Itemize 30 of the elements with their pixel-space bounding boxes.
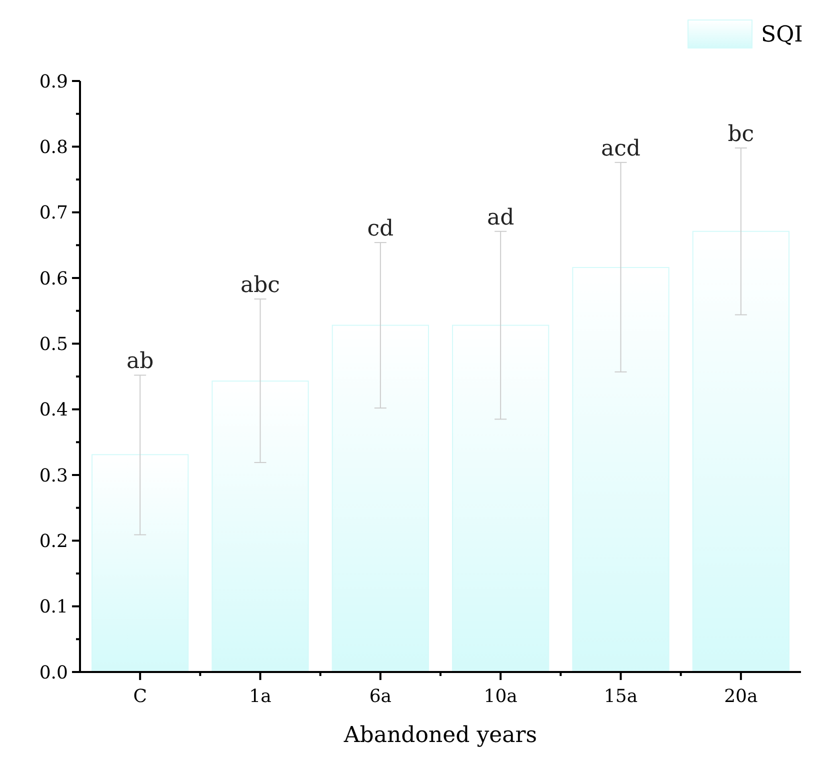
- x-tick-label: 6a: [369, 686, 392, 707]
- bar: [692, 230, 790, 672]
- annotation: abc: [240, 273, 280, 298]
- y-tick-label: 0.8: [39, 136, 68, 158]
- y-tick-label: 0.1: [39, 596, 68, 618]
- y-tick-label: 0.9: [39, 71, 68, 92]
- x-tick-label: C: [133, 686, 147, 707]
- annotation: ab: [126, 349, 154, 374]
- y-tick-label: 0.4: [39, 400, 68, 421]
- bar: [92, 454, 189, 672]
- x-tick-label: 20a: [724, 686, 758, 707]
- y-tick-label: 0.7: [39, 202, 68, 224]
- y-tick-label: 0.3: [39, 465, 68, 486]
- legend-label: SQI: [761, 22, 803, 48]
- bar: [212, 380, 309, 672]
- x-axis-title: Abandoned years: [342, 723, 538, 748]
- y-tick-label: 0.0: [39, 662, 68, 684]
- bar: [332, 324, 429, 672]
- annotation: acd: [600, 136, 641, 162]
- annotation: bc: [728, 122, 754, 147]
- x-tick-label: 10a: [484, 686, 518, 707]
- bar: [452, 324, 550, 672]
- x-tick-label: 1a: [249, 686, 272, 707]
- y-tick-label: 0.6: [39, 268, 68, 290]
- annotation: ad: [486, 205, 514, 230]
- bar: [572, 266, 670, 672]
- y-tick-label: 0.5: [39, 334, 68, 355]
- y-tick-label: 0.2: [39, 530, 68, 552]
- x-tick-label: 15a: [604, 686, 638, 707]
- annotation: cd: [367, 216, 394, 242]
